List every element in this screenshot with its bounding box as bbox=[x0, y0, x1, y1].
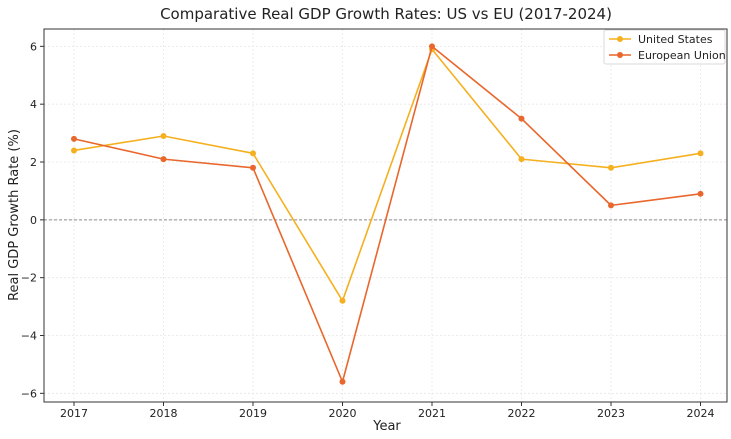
series-0-point bbox=[71, 147, 77, 154]
series-1-point bbox=[250, 164, 256, 171]
x-tick-label: 2021 bbox=[418, 407, 446, 420]
series-1-point bbox=[518, 115, 525, 122]
legend-label-us: United States bbox=[638, 33, 713, 46]
x-tick-label: 2017 bbox=[60, 407, 88, 420]
series-1-point bbox=[71, 135, 77, 142]
series-0-point bbox=[518, 156, 525, 163]
x-axis-ticks: 2017 2018 2019 2020 2021 2022 2023 2024 bbox=[60, 402, 715, 420]
series-0-point bbox=[250, 150, 256, 157]
series-0-point bbox=[339, 297, 346, 304]
series-1-point bbox=[429, 43, 435, 50]
plot-frame bbox=[43, 28, 728, 403]
y-tick-label: 6 bbox=[30, 40, 37, 53]
series-line-0 bbox=[73, 48, 701, 302]
x-tick-label: 2019 bbox=[239, 407, 267, 420]
x-axis-label: Year bbox=[372, 419, 401, 434]
y-tick-label: 4 bbox=[30, 98, 37, 111]
series-0-point bbox=[608, 164, 614, 171]
series-1-point bbox=[160, 156, 167, 163]
grid bbox=[44, 29, 727, 402]
series-0-point bbox=[697, 150, 704, 157]
legend-label-eu: European Union bbox=[638, 49, 726, 62]
y-tick-label: 2 bbox=[30, 156, 37, 169]
y-axis-ticks: 6 4 2 0 −2 −4 −6 bbox=[21, 40, 44, 400]
y-tick-label: 0 bbox=[30, 214, 37, 227]
x-tick-label: 2022 bbox=[508, 407, 536, 420]
series bbox=[71, 43, 704, 385]
y-tick-label: −6 bbox=[21, 387, 37, 400]
x-tick-label: 2018 bbox=[150, 407, 178, 420]
x-tick-label: 2023 bbox=[597, 407, 625, 420]
x-tick-label: 2024 bbox=[687, 407, 715, 420]
legend: United States European Union bbox=[603, 29, 726, 65]
y-axis-label: Real GDP Growth Rate (%) bbox=[7, 129, 22, 301]
series-line-1 bbox=[73, 45, 701, 383]
x-tick-label: 2020 bbox=[329, 407, 357, 420]
y-tick-label: −4 bbox=[21, 329, 37, 342]
series-1-point bbox=[339, 378, 346, 385]
y-tick-label: −2 bbox=[21, 272, 37, 285]
legend-marker-us bbox=[617, 36, 623, 42]
legend-marker-eu bbox=[617, 52, 623, 58]
chart-title: Comparative Real GDP Growth Rates: US vs… bbox=[160, 5, 612, 23]
series-1-point bbox=[608, 202, 614, 209]
legend-frame bbox=[603, 29, 726, 65]
series-0-point bbox=[160, 132, 167, 139]
series-1-point bbox=[697, 190, 704, 197]
